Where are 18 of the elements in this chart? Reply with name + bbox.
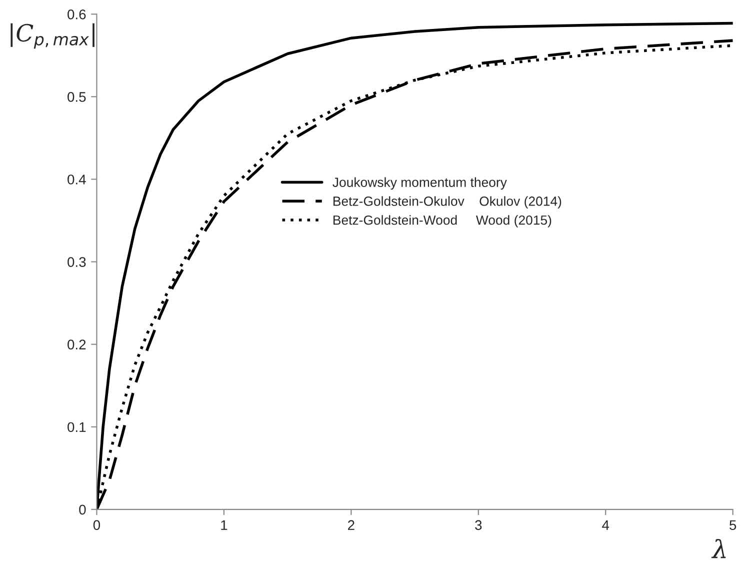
x-tick-label: 0 [93,520,100,530]
x-tick-label: 5 [730,520,736,530]
y-tick-label: 0 [79,504,86,515]
x-tick-label: 3 [475,520,482,530]
y-tick-label: 0.6 [68,9,86,20]
y-tick-label: 0.5 [68,92,86,102]
legend-label: Betz-Goldstein-Okulov Okulov (2014) [334,196,562,208]
y-tick-label: 0.1 [68,422,86,432]
x-tick-label: 4 [602,520,610,530]
x-tick-label: 1 [221,520,228,530]
y-tick-label: 0.4 [68,174,86,184]
y-tick-label: 0.2 [68,340,86,350]
x-tick-label: 2 [348,520,354,530]
y-tick-label: 0.3 [68,257,86,267]
legend-label: Betz-Goldstein-Wood Wood (2015) [334,215,552,228]
y-axis-title: |C$_{p,max}$| [10,23,94,49]
x-axis-title: λ [711,538,726,558]
legend-label: Joukowsky momentum theory [332,177,507,190]
